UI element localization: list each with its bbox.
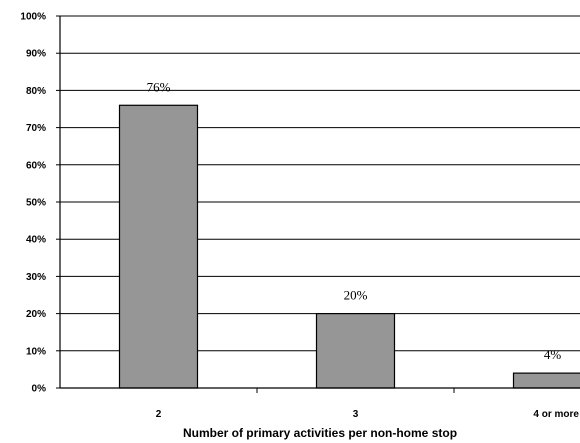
y-tick-label: 50% — [26, 198, 46, 209]
y-axis-ticks: 0% 10% 20% 30% 40% 50% 60% 70% 80% 90% 100% — [20, 12, 60, 395]
y-tick-label: 30% — [26, 272, 46, 283]
bar — [512, 372, 580, 389]
x-axis-title: Number of primary activities per non-hom… — [183, 426, 457, 440]
data-label: 4% — [544, 347, 562, 362]
y-tick-label: 40% — [26, 235, 46, 246]
bar — [118, 104, 199, 389]
x-tick-label: 4 or more — [533, 409, 579, 420]
y-tick-label: 90% — [26, 49, 46, 60]
x-tick-label: 2 — [156, 409, 162, 420]
y-tick-label: 0% — [32, 384, 47, 395]
x-tick-label: 3 — [353, 409, 359, 420]
bar — [315, 313, 396, 389]
x-axis-ticks: 2 3 4 or more — [156, 388, 579, 420]
y-tick-label: 20% — [26, 309, 46, 320]
y-tick-label: 10% — [26, 346, 46, 357]
bars — [118, 104, 580, 389]
y-tick-label: 70% — [26, 123, 46, 134]
data-label: 76% — [147, 79, 171, 94]
y-tick-label: 100% — [20, 12, 46, 23]
data-labels: 76% 20% 4% — [147, 79, 562, 362]
y-tick-label: 60% — [26, 160, 46, 171]
data-label: 20% — [344, 288, 368, 303]
y-tick-label: 80% — [26, 86, 46, 97]
